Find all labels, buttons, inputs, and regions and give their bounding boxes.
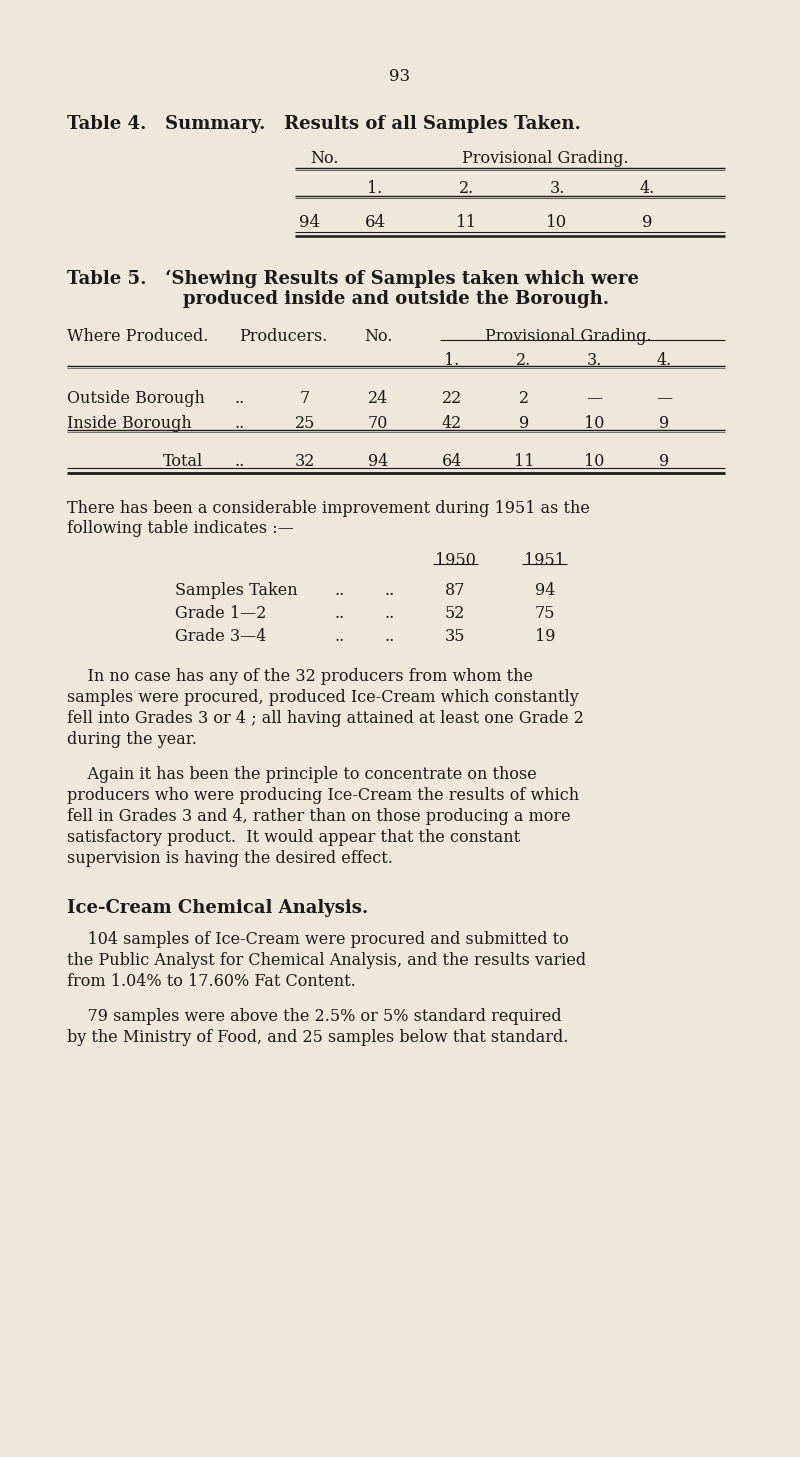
Text: 35: 35 [445,628,466,645]
Text: satisfactory product.  It would appear that the constant: satisfactory product. It would appear th… [67,829,520,847]
Text: Provisional Grading.: Provisional Grading. [462,150,628,168]
Text: 42: 42 [442,415,462,431]
Text: 87: 87 [445,581,466,599]
Text: 32: 32 [295,453,315,471]
Text: 1950: 1950 [434,552,475,570]
Text: 64: 64 [442,453,462,471]
Text: Where Produced.: Where Produced. [67,328,208,345]
Text: Ice-Cream Chemical Analysis.: Ice-Cream Chemical Analysis. [67,899,368,916]
Text: Producers.: Producers. [239,328,327,345]
Text: 94: 94 [535,581,555,599]
Text: 4.: 4. [639,181,654,197]
Text: 11: 11 [456,214,478,232]
Text: 64: 64 [365,214,386,232]
Text: 19: 19 [534,628,555,645]
Text: 1.: 1. [367,181,382,197]
Text: ..: .. [335,605,345,622]
Text: In no case has any of the 32 producers from whom the: In no case has any of the 32 producers f… [67,667,533,685]
Text: ..: .. [235,390,245,407]
Text: 1.: 1. [444,353,460,369]
Text: ..: .. [235,453,245,471]
Text: No.: No. [310,150,338,168]
Text: supervision is having the desired effect.: supervision is having the desired effect… [67,849,393,867]
Text: fell into Grades 3 or 4 ; all having attained at least one Grade 2: fell into Grades 3 or 4 ; all having att… [67,710,584,727]
Text: 75: 75 [534,605,555,622]
Text: ..: .. [385,605,395,622]
Text: ..: .. [235,415,245,431]
Text: producers who were producing Ice-Cream the results of which: producers who were producing Ice-Cream t… [67,787,579,804]
Text: 3.: 3. [550,181,565,197]
Text: ..: .. [385,628,395,645]
Text: 1951: 1951 [525,552,566,570]
Text: Total: Total [163,453,203,471]
Text: 104 samples of Ice-Cream were procured and submitted to: 104 samples of Ice-Cream were procured a… [67,931,569,949]
Text: No.: No. [364,328,392,345]
Text: —: — [656,390,672,407]
Text: Grade 1—2: Grade 1—2 [175,605,266,622]
Text: 93: 93 [390,68,410,85]
Text: Table 5.   ‘Shewing Results of Samples taken which were: Table 5. ‘Shewing Results of Samples tak… [67,270,639,288]
Text: from 1.04% to 17.60% Fat Content.: from 1.04% to 17.60% Fat Content. [67,973,356,989]
Text: 9: 9 [659,415,669,431]
Text: ..: .. [335,581,345,599]
Text: following table indicates :—: following table indicates :— [67,520,294,538]
Text: during the year.: during the year. [67,731,197,747]
Text: by the Ministry of Food, and 25 samples below that standard.: by the Ministry of Food, and 25 samples … [67,1029,568,1046]
Text: 9: 9 [659,453,669,471]
Text: 2.: 2. [459,181,474,197]
Text: 3.: 3. [586,353,602,369]
Text: 79 samples were above the 2.5% or 5% standard required: 79 samples were above the 2.5% or 5% sta… [67,1008,562,1026]
Text: 25: 25 [295,415,315,431]
Text: 10: 10 [584,415,604,431]
Text: Table 4.   Summary.   Results of all Samples Taken.: Table 4. Summary. Results of all Samples… [67,115,581,133]
Text: 94: 94 [368,453,388,471]
Text: Inside Borough: Inside Borough [67,415,192,431]
Text: Again it has been the principle to concentrate on those: Again it has been the principle to conce… [67,766,537,782]
Text: There has been a considerable improvement during 1951 as the: There has been a considerable improvemen… [67,500,590,517]
Text: 7: 7 [300,390,310,407]
Text: 52: 52 [445,605,465,622]
Text: Provisional Grading.: Provisional Grading. [485,328,651,345]
Text: the Public Analyst for Chemical Analysis, and the results varied: the Public Analyst for Chemical Analysis… [67,951,586,969]
Text: 70: 70 [368,415,388,431]
Text: —: — [586,390,602,407]
Text: Grade 3—4: Grade 3—4 [175,628,266,645]
Text: 9: 9 [519,415,529,431]
Text: 2.: 2. [516,353,532,369]
Text: ..: .. [385,581,395,599]
Text: 2: 2 [519,390,529,407]
Text: 94: 94 [299,214,321,232]
Text: ..: .. [335,628,345,645]
Text: produced inside and outside the Borough.: produced inside and outside the Borough. [183,290,609,307]
Text: 11: 11 [514,453,534,471]
Text: 10: 10 [546,214,568,232]
Text: samples were procured, produced Ice-Cream which constantly: samples were procured, produced Ice-Crea… [67,689,578,707]
Text: 4.: 4. [656,353,672,369]
Text: 24: 24 [368,390,388,407]
Text: Outside Borough: Outside Borough [67,390,205,407]
Text: fell in Grades 3 and 4, rather than on those producing a more: fell in Grades 3 and 4, rather than on t… [67,809,570,825]
Text: Samples Taken: Samples Taken [175,581,298,599]
Text: 22: 22 [442,390,462,407]
Text: 10: 10 [584,453,604,471]
Text: 9: 9 [642,214,652,232]
